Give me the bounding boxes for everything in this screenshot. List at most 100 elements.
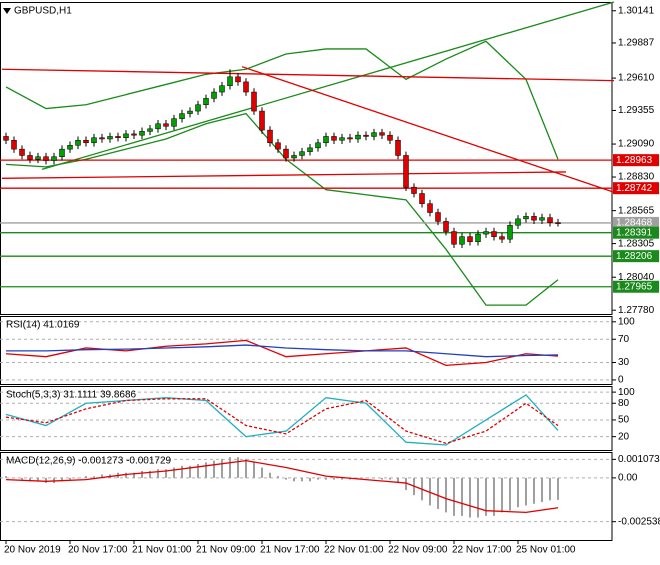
candle-body (275, 142, 281, 150)
macd-bar (277, 476, 279, 478)
candle-body (3, 136, 9, 141)
macd-bar (381, 477, 383, 480)
candle-body (531, 216, 537, 221)
candle-body (51, 156, 57, 161)
level-label-box (613, 216, 659, 229)
macd-bar (197, 464, 199, 478)
macd-bar (37, 477, 39, 482)
candle-body (395, 139, 401, 156)
macd-bar (525, 477, 527, 506)
candle-body (347, 137, 353, 140)
macd-bar (61, 477, 63, 482)
candle-body (163, 123, 169, 127)
candle-body (107, 136, 113, 140)
candle-body (235, 76, 241, 83)
candle-body (67, 145, 73, 150)
candle-body (379, 132, 385, 136)
x-tick-label: 25 Nov 01:00 (516, 545, 576, 556)
macd-bar (293, 477, 295, 482)
candle-body (291, 155, 297, 159)
level-label-box (613, 226, 659, 239)
candle-body (411, 186, 417, 194)
candle-body (499, 236, 505, 240)
macd-bar (365, 477, 367, 479)
panel-frame (0, 316, 613, 385)
macd-bar (45, 477, 47, 484)
macd-bar (317, 477, 319, 480)
macd-bar (21, 477, 23, 480)
candle-body (83, 139, 89, 144)
candle-body (59, 148, 65, 157)
panel-frame (0, 2, 613, 315)
x-tick-label: 21 Nov 09:00 (196, 545, 256, 556)
indicator-line (5, 394, 559, 446)
trend-line (241, 66, 615, 193)
panel-title: Stoch(5,3,3) 31.1111 39.8686 (6, 390, 137, 401)
level-label-box (613, 154, 659, 167)
macd-bar (541, 477, 543, 503)
candle-body (443, 221, 449, 232)
macd-bar (141, 470, 143, 478)
candle-body (35, 156, 41, 160)
candle-body (307, 147, 313, 152)
candle-body (147, 128, 153, 132)
y-tick-label: 100 (618, 316, 635, 327)
macd-bar (229, 457, 231, 478)
trend-line (1, 171, 567, 179)
candle-body (179, 113, 185, 119)
macd-bar (245, 458, 247, 478)
candle-body (387, 134, 393, 141)
y-tick-label: 50 (618, 415, 630, 426)
y-tick-label: 20 (618, 431, 630, 442)
candle-body (259, 110, 265, 131)
candle-body (507, 224, 513, 240)
candle-body (211, 91, 217, 99)
macd-bar (437, 477, 439, 509)
panel-frame (0, 386, 613, 451)
macd-bar (533, 477, 535, 504)
candle-body (27, 155, 33, 160)
macd-bar (557, 477, 559, 500)
macd-bar (205, 462, 207, 478)
macd-bar (461, 477, 463, 516)
y-tick-label: 80 (618, 398, 630, 409)
candle-body (219, 85, 225, 93)
macd-bar (165, 469, 167, 478)
macd-bar (221, 458, 223, 478)
macd-bar (213, 460, 215, 478)
y-tick-label: 1.29090 (618, 139, 655, 150)
macd-bar (13, 477, 15, 479)
trend-line (41, 1, 615, 171)
candle-body (99, 137, 105, 140)
x-tick-label: 22 Nov 09:00 (388, 545, 448, 556)
macd-bar (237, 457, 239, 478)
macd-bar (301, 477, 303, 482)
y-tick-label: 0.001073 (618, 454, 660, 465)
candle-body (339, 137, 345, 141)
y-tick-label: 1.29355 (618, 105, 655, 116)
y-tick-label: 1.29610 (618, 73, 655, 84)
candle-body (203, 98, 209, 105)
candle-body (523, 216, 529, 220)
candle-body (299, 151, 305, 156)
symbol-icon (3, 8, 11, 14)
candle-body (139, 131, 145, 136)
panel-title: RSI(14) 41.0169 (6, 320, 80, 331)
y-tick-label: 1.28040 (618, 272, 655, 283)
candle-body (283, 148, 289, 159)
candle-body (155, 123, 161, 130)
macd-bar (357, 477, 359, 479)
candle-body (555, 222, 561, 224)
trend-line (1, 68, 615, 82)
macd-bar (517, 477, 519, 508)
candle-body (91, 137, 97, 144)
macd-bar (253, 462, 255, 478)
macd-bar (469, 477, 471, 518)
macd-bar (485, 477, 487, 516)
candle-body (371, 132, 377, 137)
x-tick-label: 20 Nov 17:00 (68, 545, 128, 556)
panel-title: GBPUSD,H1 (14, 6, 72, 17)
x-tick-label: 22 Nov 17:00 (452, 545, 512, 556)
candle-body (115, 136, 121, 138)
candle-body (419, 193, 425, 204)
